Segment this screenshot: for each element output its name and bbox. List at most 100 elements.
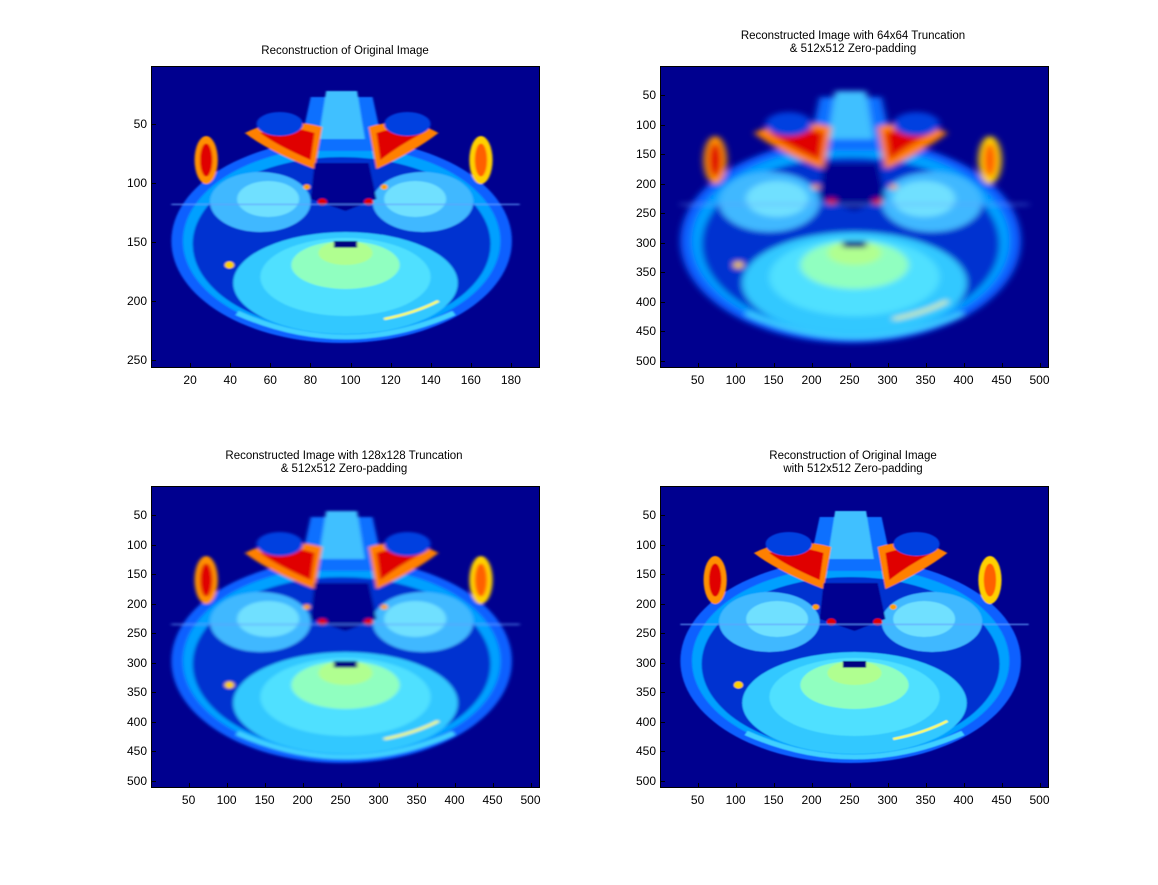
panel-2-title-line-1: Reconstructed Image with 64x64 Truncatio…: [740, 30, 966, 42]
y-tick-mark: [151, 603, 156, 605]
x-tick-label: 60: [263, 373, 277, 387]
y-tick-mark: [151, 360, 156, 362]
y-tick-label: 250: [635, 626, 656, 641]
x-tick-mark: [735, 783, 737, 788]
y-tick-label: 450: [126, 744, 147, 759]
y-tick-mark: [660, 124, 665, 126]
y-tick-mark: [660, 331, 665, 333]
y-tick-label: 350: [635, 265, 656, 280]
x-tick-mark: [887, 363, 889, 368]
x-tick-label: 500: [520, 793, 541, 807]
y-tick-label: 400: [635, 714, 656, 729]
y-tick-mark: [151, 751, 156, 753]
y-tick-mark: [660, 751, 665, 753]
x-tick-label: 20: [183, 373, 197, 387]
x-tick-label: 450: [482, 793, 503, 807]
mri-image: [661, 487, 1048, 787]
y-tick-mark: [660, 154, 665, 156]
y-tick-label: 450: [635, 744, 656, 759]
x-tick-label: 400: [953, 373, 974, 387]
y-tick-label: 300: [126, 655, 147, 670]
panel-1-title: Reconstruction of Original Image: [261, 45, 428, 58]
x-tick-mark: [1039, 363, 1041, 368]
x-tick-label: 200: [801, 793, 822, 807]
y-tick-mark: [151, 183, 156, 185]
x-tick-mark: [226, 783, 228, 788]
panel-4-image: [660, 486, 1049, 788]
x-tick-mark: [849, 783, 851, 788]
x-tick-mark: [1001, 363, 1003, 368]
x-tick-mark: [530, 783, 532, 788]
x-tick-label: 50: [181, 793, 196, 807]
y-tick-label: 300: [635, 235, 656, 250]
x-tick-label: 150: [763, 793, 784, 807]
x-tick-label: 200: [292, 793, 313, 807]
x-tick-label: 500: [1029, 793, 1050, 807]
y-tick-label: 100: [126, 537, 147, 552]
y-tick-label: 150: [635, 567, 656, 582]
x-tick-mark: [492, 783, 494, 788]
x-tick-mark: [470, 363, 472, 368]
x-tick-mark: [270, 363, 272, 368]
panel-4-title-line-1: Reconstruction of Original Image: [769, 450, 937, 462]
y-tick-mark: [660, 183, 665, 185]
y-tick-label: 100: [635, 537, 656, 552]
x-tick-label: 150: [763, 373, 784, 387]
x-tick-label: 400: [953, 793, 974, 807]
y-tick-label: 200: [635, 596, 656, 611]
x-tick-mark: [773, 783, 775, 788]
x-tick-label: 350: [915, 373, 936, 387]
panel-4-title-line-2: with 512x512 Zero-padding: [783, 463, 923, 475]
x-tick-mark: [925, 783, 927, 788]
x-tick-mark: [190, 363, 192, 368]
y-tick-label: 200: [126, 294, 147, 309]
y-tick-label: 250: [635, 206, 656, 221]
panel-1-image: [151, 66, 540, 368]
x-tick-label: 250: [330, 793, 351, 807]
y-tick-label: 400: [126, 714, 147, 729]
y-tick-mark: [660, 515, 665, 517]
y-tick-mark: [660, 633, 665, 635]
x-tick-mark: [963, 783, 965, 788]
y-tick-mark: [151, 692, 156, 694]
y-tick-label: 400: [635, 294, 656, 309]
x-tick-mark: [390, 363, 392, 368]
x-tick-mark: [454, 783, 456, 788]
x-tick-label: 120: [380, 373, 401, 387]
x-tick-label: 50: [690, 793, 705, 807]
y-tick-mark: [151, 515, 156, 517]
x-tick-mark: [849, 363, 851, 368]
x-tick-label: 300: [368, 793, 389, 807]
y-tick-mark: [660, 544, 665, 546]
y-tick-mark: [151, 780, 156, 782]
y-tick-mark: [151, 633, 156, 635]
panel-3-image: [151, 486, 540, 788]
y-tick-mark: [151, 721, 156, 723]
x-tick-label: 400: [444, 793, 465, 807]
x-tick-mark: [887, 783, 889, 788]
y-tick-mark: [660, 603, 665, 605]
y-tick-mark: [660, 780, 665, 782]
x-tick-mark: [963, 363, 965, 368]
y-tick-mark: [151, 124, 156, 126]
x-tick-label: 40: [223, 373, 237, 387]
x-tick-label: 250: [839, 373, 860, 387]
y-tick-mark: [660, 692, 665, 694]
x-tick-mark: [925, 363, 927, 368]
y-tick-mark: [660, 272, 665, 274]
x-tick-label: 450: [991, 793, 1012, 807]
y-tick-label: 500: [635, 773, 656, 788]
x-tick-label: 140: [420, 373, 441, 387]
mri-image: [152, 487, 539, 787]
x-tick-label: 100: [340, 373, 361, 387]
x-tick-label: 350: [406, 793, 427, 807]
x-tick-label: 100: [725, 373, 746, 387]
y-tick-label: 100: [126, 176, 147, 191]
y-tick-mark: [660, 213, 665, 215]
y-tick-mark: [660, 360, 665, 362]
y-tick-label: 500: [635, 353, 656, 368]
x-tick-mark: [510, 363, 512, 368]
y-tick-label: 500: [126, 773, 147, 788]
x-tick-label: 250: [839, 793, 860, 807]
x-tick-mark: [811, 783, 813, 788]
